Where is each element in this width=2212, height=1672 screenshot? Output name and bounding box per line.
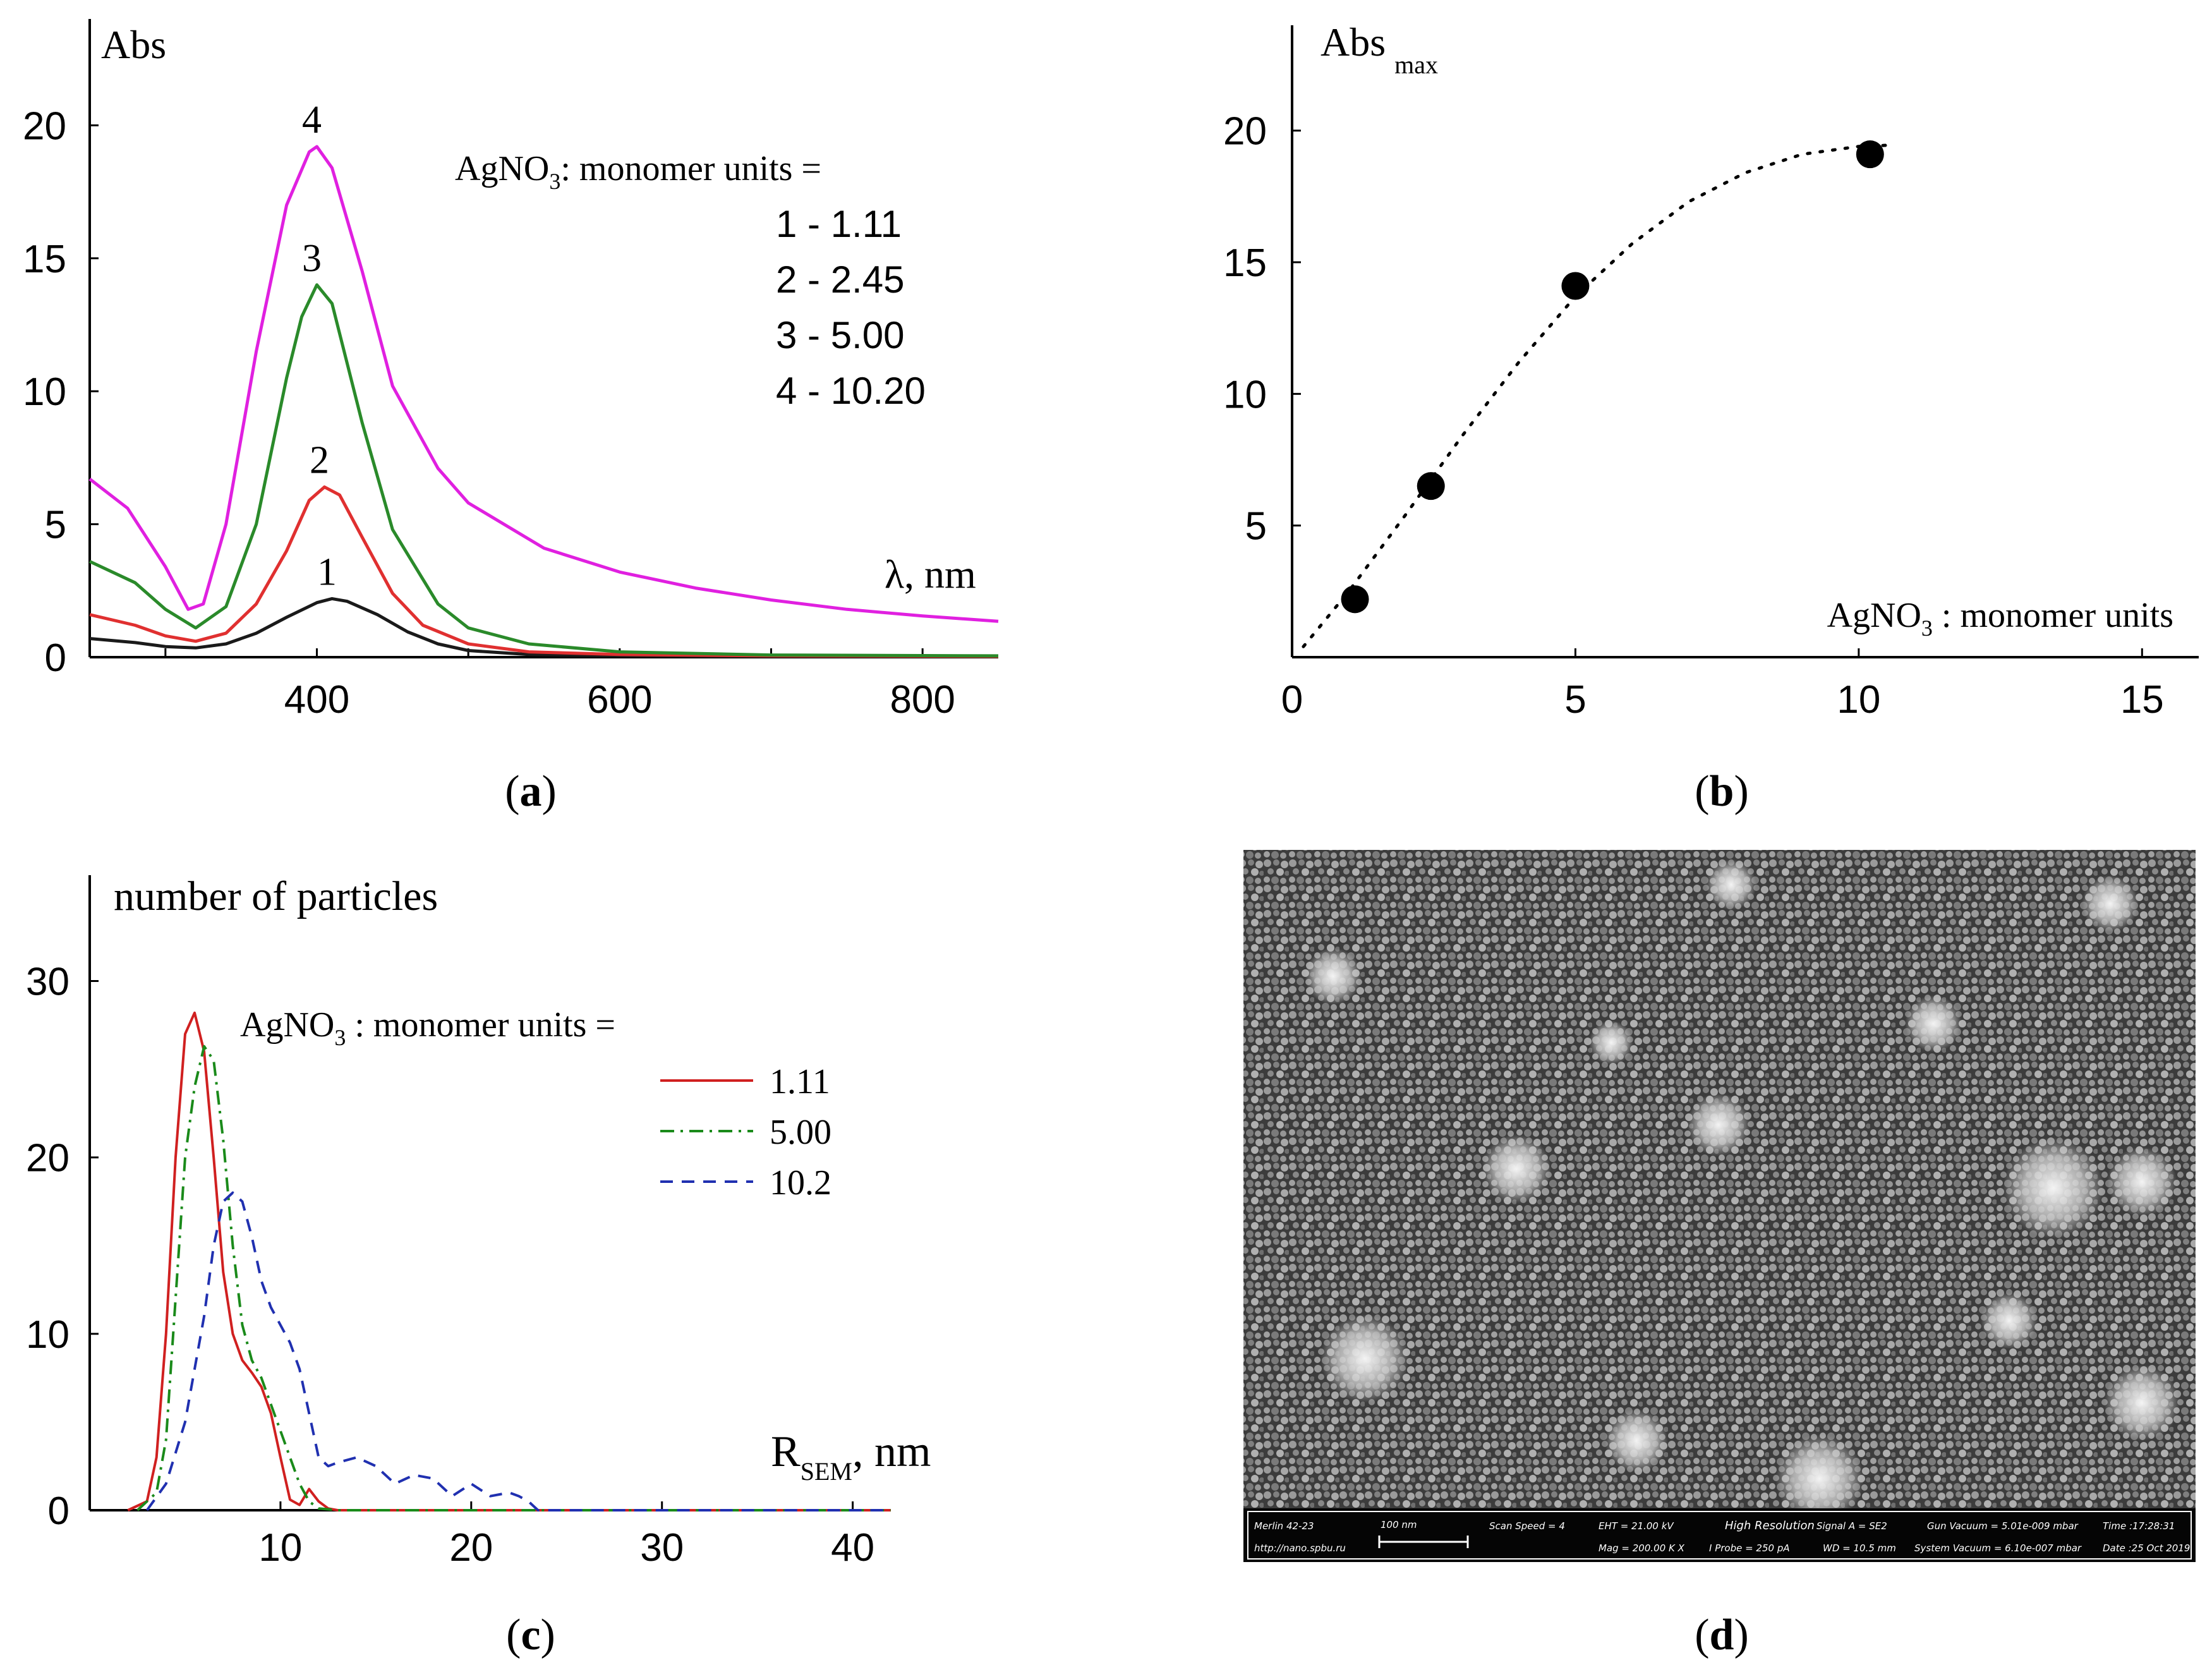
panel-a-series [88, 145, 999, 658]
panel-a-x-ticks: 400 600 800 [164, 648, 955, 722]
panel-a-series-4 [88, 145, 999, 623]
panel-b-y-tick-label: 15 [1223, 241, 1267, 285]
sem-instrument: Merlin 42-23 [1254, 1520, 1314, 1532]
panel-c-x-ticks: 10 20 30 40 [258, 1501, 874, 1570]
sem-gun-vacuum: Gun Vacuum = 5.01e-009 mbar [1927, 1520, 2079, 1532]
panel-c-size-distribution: 0 10 20 30 10 20 30 40 number of particles RSE… [26, 873, 931, 1659]
panel-a-y-tick-label: 10 [23, 370, 66, 414]
panel-b-y-label: Absmax [1321, 20, 1438, 79]
panel-b-x-tick-label: 0 [1281, 678, 1303, 722]
panel-a-y-label: Abs [101, 22, 166, 67]
panel-c-series [127, 1011, 891, 1511]
panel-c-x-tick-label: 30 [640, 1526, 684, 1570]
panel-a-legend-item: 2 - 2.45 [776, 258, 904, 301]
panel-c-y-tick-label: 20 [26, 1137, 70, 1180]
panel-a-uv-vis-spectra: 0 5 10 15 20 400 600 800 1 2 3 4 Abs λ, nm AgNO3:… [23, 19, 999, 816]
panel-c-series-5.00 [136, 1045, 891, 1511]
panel-d-label: (d) [1695, 1611, 1749, 1659]
sem-scale-bar [1378, 1536, 1469, 1548]
panel-a-legend-item: 4 - 10.20 [776, 370, 926, 412]
panel-c-x-label: RSEM, nm [771, 1427, 931, 1486]
panel-a-y-tick-label: 0 [45, 636, 66, 680]
panel-a-x-tick-label: 800 [890, 678, 955, 722]
sem-date: Date :25 Oct 2019 [2103, 1542, 2190, 1554]
panel-b-data-point [1856, 140, 1884, 169]
panel-c-x-tick-label: 10 [258, 1526, 302, 1570]
sem-eht: EHT = 21.00 kV [1599, 1520, 1674, 1532]
panel-a-x-tick-label: 600 [587, 678, 652, 722]
panel-a-peak-labels: 1 2 3 4 [302, 99, 337, 593]
sem-mode: High Resolution [1725, 1519, 1815, 1532]
sem-info-bar [1243, 1508, 2196, 1562]
panel-c-legend-title: AgNO3 : monomer units = [240, 1005, 615, 1050]
panel-b-y-tick-label: 10 [1223, 373, 1267, 416]
panel-c-x-tick-label: 20 [449, 1526, 493, 1570]
panel-a-x-tick-label: 400 [284, 678, 349, 722]
panel-b-label: (b) [1695, 767, 1749, 816]
panel-b-y-tick-label: 5 [1245, 505, 1267, 548]
panel-a-peak-label-2: 2 [310, 439, 329, 482]
panel-b-data-point [1417, 472, 1445, 500]
panel-a-x-label: λ, nm [885, 552, 976, 597]
sem-url: http://nano.spbu.ru [1254, 1542, 1346, 1554]
sem-i-probe: I Probe = 250 pA [1709, 1542, 1790, 1554]
panel-c-legend: 1.11 5.00 10.2 [660, 1062, 831, 1203]
panel-a-series-1 [89, 597, 999, 658]
panel-b-data-point [1561, 272, 1590, 300]
panel-a-y-ticks: 0 5 10 15 20 [23, 104, 99, 680]
panel-a-y-tick-label: 5 [45, 504, 66, 547]
sem-bright-clusters [1305, 859, 2180, 1523]
panel-c-y-tick-label: 10 [26, 1313, 70, 1357]
panel-d-sem-micrograph: Merlin 42-23 http://nano.spbu.ru 100 nm … [1243, 850, 2196, 1659]
sem-time: Time :17:28:31 [2103, 1520, 2175, 1532]
panel-b-y-ticks: 5 10 15 20 [1223, 110, 1301, 548]
sem-system-vacuum: System Vacuum = 6.10e-007 mbar [1914, 1542, 2082, 1554]
panel-a-y-tick-label: 20 [23, 104, 66, 148]
panel-b-data-point [1341, 585, 1369, 614]
panel-b-absmax-plot: 5 10 15 20 0 5 10 15 Absmax AgNO3 : monomer un… [1223, 20, 2199, 816]
panel-a-series-3 [88, 283, 999, 658]
panel-a-legend: 1 - 1.11 2 - 2.45 3 - 5.00 4 - 10.20 [776, 203, 926, 412]
sem-info-frame [1247, 1511, 2192, 1560]
panel-b-x-ticks: 0 5 10 15 [1281, 648, 2164, 722]
panel-c-y-ticks: 0 10 20 30 [26, 960, 99, 1533]
panel-b-y-tick-label: 20 [1223, 110, 1267, 154]
sem-mag: Mag = 200.00 K X [1599, 1542, 1685, 1554]
panel-c-series-10.2 [145, 1191, 891, 1511]
panel-c-series-1.11 [127, 1011, 891, 1511]
panel-c-label: (c) [506, 1611, 555, 1659]
panel-b-x-tick-label: 15 [2120, 678, 2164, 722]
panel-a-y-tick-label: 15 [23, 238, 66, 281]
panel-a-peak-label-3: 3 [302, 237, 322, 280]
panel-c-y-tick-label: 0 [48, 1489, 70, 1533]
panel-b-x-label: AgNO3 : monomer units [1827, 596, 2173, 641]
sem-scale-bar-label: 100 nm [1381, 1519, 1417, 1530]
panel-a-series-2 [89, 485, 999, 658]
panel-a-legend-item: 3 - 5.00 [776, 314, 904, 356]
panel-c-y-tick-label: 30 [26, 960, 70, 1004]
panel-a-label: (a) [505, 767, 557, 816]
sem-scan-speed: Scan Speed = 4 [1489, 1520, 1565, 1532]
panel-c-legend-item: 5.00 [770, 1113, 831, 1152]
panel-c-y-label: number of particles [114, 873, 438, 919]
panel-a-peak-label-1: 1 [317, 550, 337, 593]
panel-b-x-tick-label: 10 [1837, 678, 1880, 722]
panel-b-data-points [1341, 140, 1884, 614]
sem-wd: WD = 10.5 mm [1823, 1542, 1896, 1554]
panel-c-legend-item: 10.2 [770, 1163, 831, 1203]
panel-c-legend-item: 1.11 [770, 1062, 830, 1101]
panel-a-legend-item: 1 - 1.11 [776, 203, 902, 245]
panel-b-fit-curve [1302, 143, 1895, 648]
panel-c-x-tick-label: 40 [831, 1526, 874, 1570]
panel-a-legend-title: AgNO3: monomer units = [455, 149, 821, 194]
sem-signal: Signal A = SE2 [1816, 1520, 1887, 1532]
panel-b-x-tick-label: 5 [1564, 678, 1586, 722]
panel-a-peak-label-4: 4 [302, 99, 322, 142]
